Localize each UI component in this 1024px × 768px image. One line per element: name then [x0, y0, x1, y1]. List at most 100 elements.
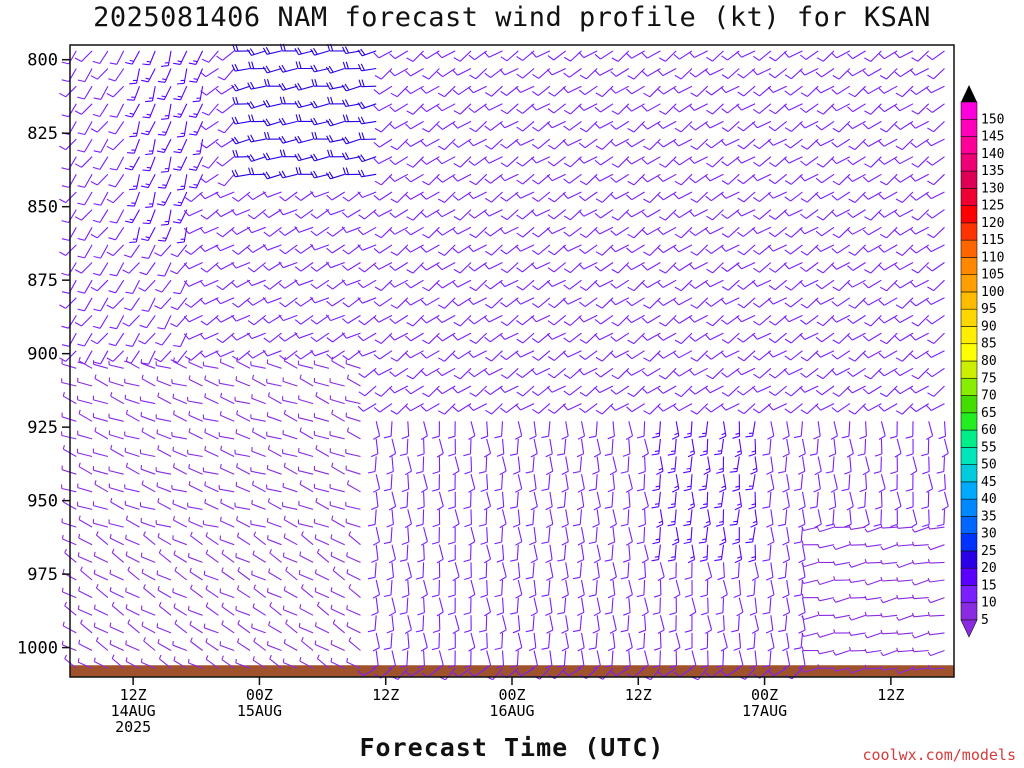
- wind-barb: [125, 587, 140, 599]
- wind-barb: [77, 244, 93, 259]
- wind-barb: [768, 385, 788, 397]
- wind-barb: [109, 262, 125, 277]
- wind-barb: [563, 173, 582, 184]
- wind-barb: [862, 120, 882, 130]
- colorbar-label: 65: [981, 406, 997, 421]
- wind-barb: [689, 597, 697, 617]
- wind-barb: [832, 614, 850, 619]
- wind-barb: [767, 244, 787, 252]
- wind-barb: [576, 491, 585, 511]
- wind-barb: [157, 392, 172, 405]
- wind-barb: [625, 367, 645, 376]
- wind-barb: [793, 474, 804, 492]
- wind-barb: [531, 209, 551, 217]
- wind-barb: [936, 456, 946, 474]
- wind-barb: [864, 367, 882, 380]
- wind-barb: [220, 445, 235, 457]
- wind-barb: [529, 474, 537, 493]
- wind-barb: [464, 615, 472, 633]
- wind-barb: [546, 226, 566, 235]
- wind-barb: [389, 226, 409, 235]
- wind-barb: [402, 632, 410, 651]
- wind-barb: [77, 227, 93, 241]
- wind-barb: [578, 314, 598, 323]
- wind-barb: [203, 570, 219, 581]
- wind-barb: [515, 667, 535, 677]
- wind-barb: [547, 156, 567, 167]
- wind-barb: [782, 527, 790, 546]
- wind-barb: [817, 632, 835, 638]
- wind-barb: [737, 297, 756, 309]
- wind-barb: [467, 244, 487, 253]
- wind-barb: [657, 562, 665, 582]
- wind-barb: [370, 438, 379, 458]
- wind-barb: [922, 509, 930, 528]
- wind-barb: [310, 47, 330, 56]
- wind-barb: [561, 527, 569, 546]
- wind-barb: [801, 632, 819, 638]
- wind-barb: [420, 244, 440, 253]
- wind-barb: [801, 540, 819, 546]
- wind-barb: [218, 432, 235, 440]
- credit-link[interactable]: coolwx.com/models: [862, 746, 1016, 764]
- wind-barb: [485, 138, 503, 150]
- wind-barb: [938, 474, 946, 493]
- wind-barb: [483, 438, 492, 458]
- wind-barb: [651, 491, 661, 509]
- wind-barb: [817, 649, 835, 655]
- wind-barb: [484, 650, 492, 670]
- wind-barb: [831, 244, 851, 254]
- wind-barb: [563, 279, 582, 290]
- wind-barb: [704, 332, 724, 341]
- colorbar-label: 40: [981, 492, 997, 507]
- wind-barb: [357, 244, 377, 251]
- wind-barb: [155, 361, 172, 369]
- colorbar-label: 135: [981, 164, 1004, 179]
- wind-barb: [467, 85, 487, 94]
- colorbar-swatch: [960, 516, 978, 534]
- colorbar-label: 150: [981, 112, 1004, 127]
- wind-barb: [125, 103, 140, 118]
- wind-barb: [752, 385, 772, 393]
- wind-barb: [547, 209, 567, 220]
- wind-barb: [801, 526, 819, 532]
- wind-barb: [94, 374, 109, 387]
- wind-barb: [313, 431, 330, 440]
- wind-barb: [896, 614, 914, 621]
- wind-barb: [721, 68, 740, 79]
- wind-barb: [832, 279, 851, 292]
- wind-barb: [310, 117, 330, 126]
- colorbar-swatch: [960, 550, 978, 569]
- wind-barb: [313, 465, 330, 475]
- wind-barb: [657, 403, 677, 412]
- wind-barb: [594, 314, 614, 325]
- wind-barb: [294, 135, 314, 144]
- wind-barb: [636, 421, 646, 439]
- wind-barb: [348, 636, 361, 651]
- wind-barb: [464, 509, 472, 528]
- wind-barb: [316, 654, 330, 669]
- wind-barb: [699, 438, 709, 457]
- wind-barb: [235, 553, 251, 563]
- wind-barb: [342, 99, 361, 108]
- wind-barb: [310, 332, 330, 343]
- wind-barb: [78, 586, 93, 599]
- wind-barb: [189, 121, 204, 136]
- wind-barb: [298, 500, 314, 510]
- wind-barb: [831, 297, 851, 307]
- wind-barb: [890, 456, 898, 475]
- wind-barb: [848, 244, 866, 256]
- wind-barb: [326, 332, 346, 343]
- wind-barb: [108, 466, 124, 475]
- wind-barb: [371, 650, 379, 669]
- wind-barb: [525, 456, 535, 474]
- wind-barb: [922, 456, 930, 475]
- wind-barb: [733, 632, 742, 651]
- wind-barb: [530, 597, 538, 617]
- wind-barb: [405, 667, 424, 677]
- wind-barb: [59, 85, 77, 98]
- wind-barb: [187, 553, 203, 563]
- wind-barb: [500, 209, 519, 221]
- wind-barb: [383, 527, 393, 545]
- wind-barb: [736, 103, 756, 111]
